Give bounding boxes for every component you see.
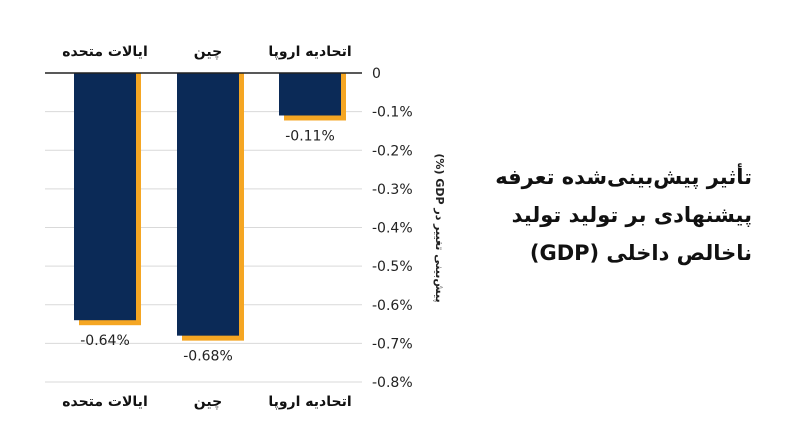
category-label-bottom: اتحادیه اروپا	[268, 394, 351, 410]
category-label-top: چین	[194, 44, 222, 60]
y-tick-label: -0.7%	[372, 336, 413, 352]
category-label-bottom: چین	[194, 394, 222, 410]
data-label: -0.64%	[80, 333, 130, 349]
bar	[74, 73, 136, 321]
y-tick-label: -0.2%	[372, 143, 413, 159]
chart-title: تأثیر پیش‌بینی‌شده تعرفه پیشنهادی بر تول…	[495, 165, 752, 265]
y-tick-label: -0.1%	[372, 105, 413, 121]
y-tick-label: -0.3%	[372, 182, 413, 198]
bar	[279, 73, 341, 116]
category-label-top: ایالات متحده	[62, 44, 148, 60]
y-tick-label: -0.5%	[372, 259, 413, 275]
y-axis-title: پیش‌بینی تغییر در GDP (%)	[433, 153, 446, 302]
y-tick-label: -0.6%	[372, 298, 413, 314]
y-tick-label: 0	[372, 66, 381, 82]
category-label-top: اتحادیه اروپا	[268, 44, 351, 60]
data-label: -0.68%	[183, 349, 233, 365]
data-label: -0.11%	[285, 128, 335, 144]
y-tick-label: -0.4%	[372, 221, 413, 237]
y-tick-label: -0.8%	[372, 375, 413, 391]
bar	[177, 73, 239, 336]
category-label-bottom: ایالات متحده	[62, 394, 148, 410]
